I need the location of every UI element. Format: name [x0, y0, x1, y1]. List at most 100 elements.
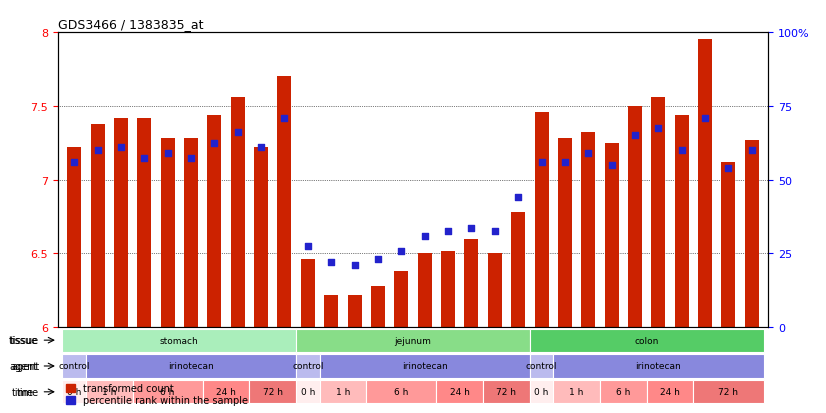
Bar: [114, 119, 128, 328]
Y-axis label: tissue: tissue: [8, 335, 38, 345]
Bar: [511, 213, 525, 328]
Point: [161, 150, 174, 157]
Point: [699, 115, 712, 122]
Text: time: time: [17, 387, 39, 397]
Point: [745, 147, 758, 154]
FancyBboxPatch shape: [553, 380, 600, 404]
Point: [722, 165, 735, 172]
FancyBboxPatch shape: [63, 380, 86, 404]
FancyBboxPatch shape: [320, 354, 529, 378]
FancyBboxPatch shape: [297, 329, 529, 352]
Bar: [698, 40, 712, 328]
Bar: [464, 239, 478, 328]
Text: 0 h: 0 h: [301, 387, 315, 396]
Bar: [558, 139, 572, 328]
Text: irinotecan: irinotecan: [401, 362, 448, 370]
Text: GDS3466 / 1383835_at: GDS3466 / 1383835_at: [58, 17, 203, 31]
Text: 1 h: 1 h: [335, 387, 350, 396]
Bar: [721, 163, 735, 328]
FancyBboxPatch shape: [529, 329, 763, 352]
Text: 72 h: 72 h: [719, 387, 738, 396]
FancyBboxPatch shape: [600, 380, 647, 404]
Y-axis label: agent: agent: [9, 361, 37, 371]
FancyBboxPatch shape: [529, 354, 553, 378]
FancyBboxPatch shape: [249, 380, 297, 404]
Text: 24 h: 24 h: [216, 387, 236, 396]
Bar: [418, 254, 432, 328]
Bar: [534, 112, 548, 328]
Text: irinotecan: irinotecan: [635, 362, 681, 370]
Text: control: control: [292, 362, 324, 370]
FancyBboxPatch shape: [529, 380, 553, 404]
Point: [418, 233, 431, 240]
Point: [488, 228, 501, 235]
Text: 6 h: 6 h: [616, 387, 630, 396]
Bar: [348, 295, 362, 328]
Bar: [160, 139, 174, 328]
Bar: [371, 286, 385, 328]
Point: [558, 159, 572, 166]
Point: [348, 262, 361, 269]
Point: [231, 130, 244, 136]
Text: 1 h: 1 h: [102, 387, 116, 396]
FancyBboxPatch shape: [320, 380, 366, 404]
Text: 0 h: 0 h: [67, 387, 82, 396]
Text: 1 h: 1 h: [569, 387, 584, 396]
Point: [582, 150, 595, 157]
Point: [278, 115, 291, 122]
Point: [208, 140, 221, 147]
Bar: [605, 143, 619, 328]
FancyBboxPatch shape: [63, 354, 86, 378]
Point: [91, 147, 104, 154]
FancyBboxPatch shape: [297, 380, 320, 404]
Point: [441, 228, 454, 235]
Point: [535, 159, 548, 166]
Point: [372, 256, 385, 263]
FancyBboxPatch shape: [202, 380, 249, 404]
FancyBboxPatch shape: [86, 354, 297, 378]
Point: [629, 133, 642, 140]
Bar: [441, 251, 455, 328]
FancyBboxPatch shape: [436, 380, 483, 404]
FancyBboxPatch shape: [297, 354, 320, 378]
Bar: [137, 119, 151, 328]
Text: control: control: [59, 362, 90, 370]
FancyBboxPatch shape: [553, 354, 763, 378]
Point: [605, 162, 618, 169]
Bar: [488, 254, 502, 328]
Text: 72 h: 72 h: [496, 387, 516, 396]
Bar: [67, 148, 81, 328]
Text: 6 h: 6 h: [160, 387, 175, 396]
Text: 0 h: 0 h: [534, 387, 548, 396]
FancyBboxPatch shape: [133, 380, 202, 404]
Text: 6 h: 6 h: [394, 387, 409, 396]
Text: agent: agent: [11, 361, 39, 371]
FancyBboxPatch shape: [647, 380, 693, 404]
Point: [254, 145, 268, 151]
Text: 72 h: 72 h: [263, 387, 282, 396]
Y-axis label: time: time: [12, 387, 34, 397]
Bar: [325, 295, 338, 328]
Text: tissue: tissue: [10, 335, 39, 345]
Text: irinotecan: irinotecan: [169, 362, 214, 370]
Point: [301, 243, 315, 250]
Point: [184, 155, 197, 161]
Bar: [230, 98, 244, 328]
Text: stomach: stomach: [160, 336, 199, 345]
Bar: [745, 140, 759, 328]
Text: 24 h: 24 h: [660, 387, 680, 396]
Bar: [278, 77, 292, 328]
Bar: [207, 116, 221, 328]
Bar: [582, 133, 596, 328]
Bar: [254, 148, 268, 328]
FancyBboxPatch shape: [483, 380, 529, 404]
Point: [138, 155, 151, 161]
Bar: [675, 116, 689, 328]
Text: colon: colon: [634, 336, 659, 345]
Text: control: control: [526, 362, 558, 370]
Bar: [301, 260, 315, 328]
Point: [465, 225, 478, 232]
Point: [68, 159, 81, 166]
FancyBboxPatch shape: [86, 380, 133, 404]
Point: [652, 126, 665, 132]
